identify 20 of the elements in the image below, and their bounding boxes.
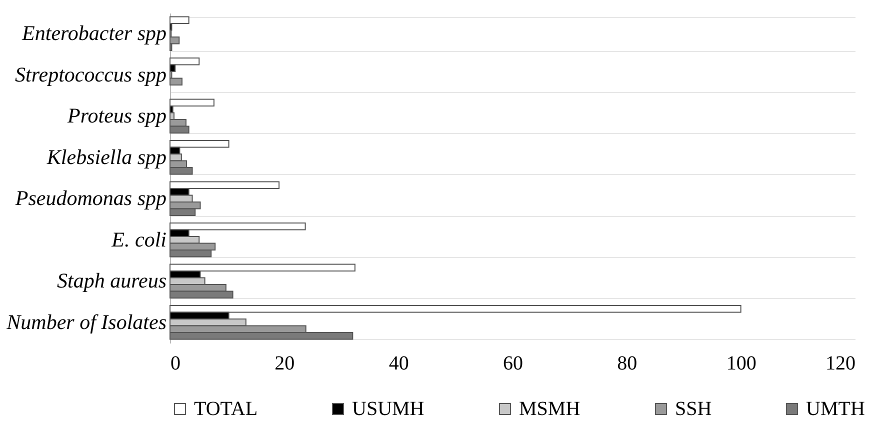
y-tick-label: Enterobacter spp — [21, 21, 166, 46]
legend-label: MSMH — [519, 398, 580, 420]
x-tick-label: 0 — [170, 352, 180, 374]
legend-label: SSH — [675, 398, 712, 420]
y-tick-label: Number of Isolates — [6, 310, 166, 334]
legend-label: TOTAL — [194, 398, 258, 420]
y-tick-label: Proteus spp — [66, 104, 166, 128]
x-tick-label: 20 — [274, 352, 295, 374]
y-tick-label: Klebsiella spp — [46, 144, 166, 169]
y-tick-label: Staph aureus — [57, 268, 166, 293]
y-tick-label: Pseudomonas spp — [14, 186, 166, 210]
y-tick-label: E. coli — [110, 227, 167, 252]
x-tick-label: 120 — [826, 352, 856, 374]
x-tick-label: 100 — [726, 352, 756, 374]
x-tick-label: 60 — [503, 352, 523, 374]
x-tick-label: 40 — [388, 352, 409, 374]
y-tick-label: Streptococcus spp — [15, 62, 166, 86]
legend-label: USUMH — [352, 398, 424, 420]
legend-label: UMTH — [806, 398, 865, 420]
x-tick-label: 80 — [617, 352, 638, 374]
